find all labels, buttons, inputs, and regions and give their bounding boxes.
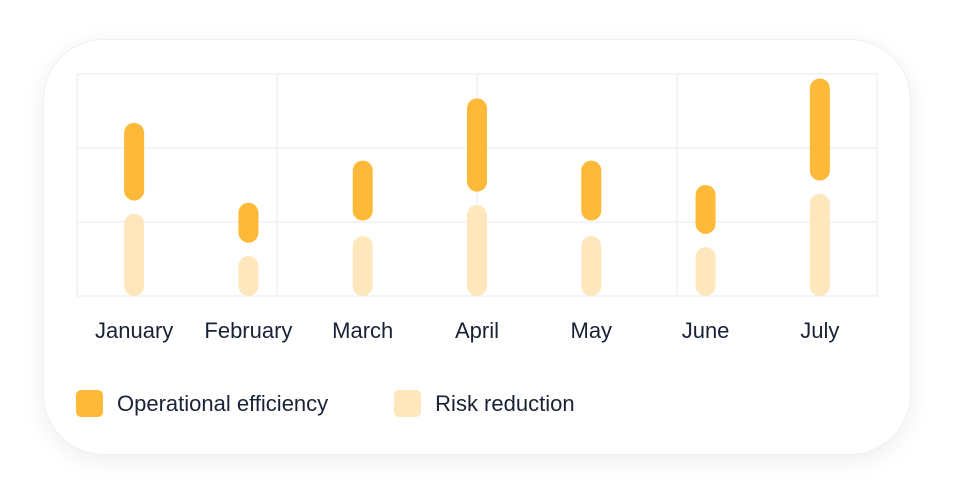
- bar-risk-july: [809, 193, 830, 296]
- bar-operational-march: [352, 160, 373, 221]
- bars: [124, 78, 830, 296]
- bar-operational-may: [581, 160, 602, 221]
- x-tick-label-january: January: [95, 318, 173, 343]
- bar-risk-january: [124, 213, 145, 296]
- bar-risk-february: [238, 256, 259, 296]
- x-tick-label-march: March: [332, 318, 393, 343]
- bar-risk-april: [467, 204, 487, 296]
- x-tick-label-february: February: [204, 318, 292, 343]
- bar-risk-june: [695, 247, 716, 296]
- legend-item-operational: Operational efficiency: [76, 390, 328, 417]
- x-tick-label-april: April: [455, 318, 499, 343]
- bar-risk-march: [352, 236, 373, 296]
- bar-operational-february: [238, 202, 259, 243]
- x-tick-label-june: June: [682, 318, 730, 343]
- bar-operational-april: [467, 98, 487, 192]
- bar-operational-january: [124, 122, 145, 201]
- legend-label-operational: Operational efficiency: [117, 390, 329, 416]
- bar-operational-july: [809, 78, 830, 181]
- legend-label-risk: Risk reduction: [435, 390, 575, 416]
- x-tick-label-may: May: [571, 318, 613, 343]
- legend-item-risk: Risk reduction: [394, 390, 575, 417]
- bar-operational-june: [695, 185, 716, 234]
- bar-risk-may: [581, 236, 602, 296]
- x-tick-label-july: July: [800, 318, 839, 343]
- x-tick-labels: January February March April May June July: [95, 318, 839, 343]
- legend-swatch-risk: [394, 390, 422, 417]
- legend: Operational efficiency Risk reduction: [76, 390, 575, 417]
- legend-swatch-operational: [76, 390, 103, 417]
